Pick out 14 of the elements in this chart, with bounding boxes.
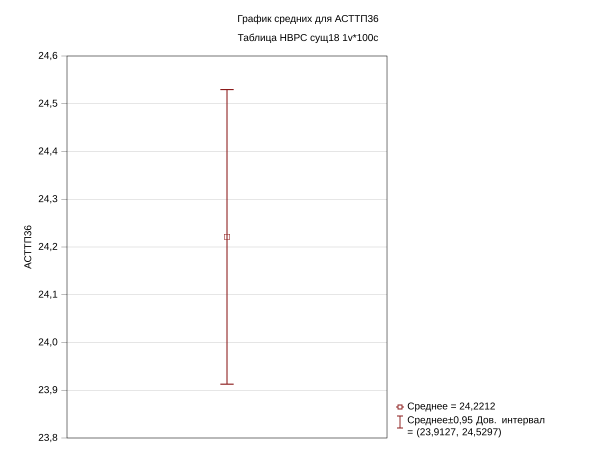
chart-title: График средних для АСТТП36 — [238, 14, 378, 24]
chart-subtitle: Таблица НВРС сущ18 1v*100с — [238, 34, 378, 44]
y-axis-title: АСТТП36 — [24, 226, 32, 269]
y-tick-label: 24,1 — [38, 290, 58, 299]
y-tick-label: 24,5 — [38, 100, 58, 108]
y-tick-label: 24,3 — [38, 195, 58, 204]
y-tick-label: 24,6 — [38, 52, 58, 60]
y-tick-label: 24,0 — [38, 338, 58, 347]
legend-label: Среднее = 24,2212 — [408, 402, 495, 412]
y-tick-label: 23,9 — [38, 386, 58, 394]
text: Среднее±0,95 Дов. интервал = (23,9127, 24,5297) — [408, 416, 544, 438]
y-tick-label: 23,8 — [38, 434, 58, 442]
y-tick-label: 24,2 — [38, 242, 58, 252]
y-tick-label: 24,4 — [38, 147, 58, 156]
